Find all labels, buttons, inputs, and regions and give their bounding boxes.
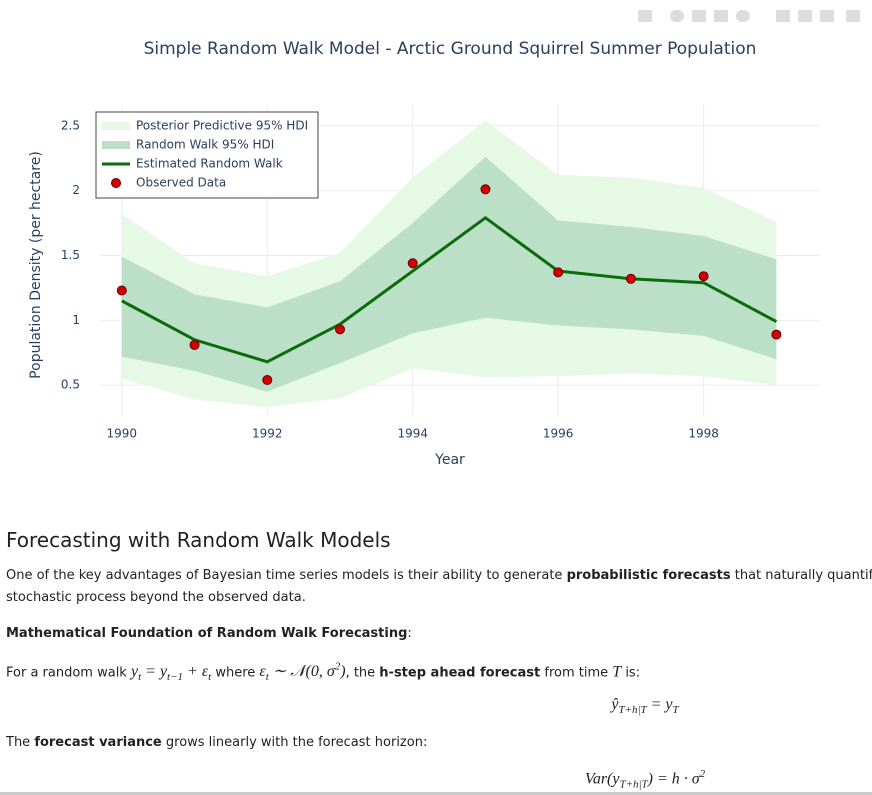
y-tick-label: 1 [72,313,80,327]
math-text: ) [340,663,346,681]
legend-swatch [102,122,130,130]
text: stochastic process beyond the observed d… [6,590,306,605]
text: from time [540,665,613,681]
math-text: y [130,663,139,681]
observed-point [480,184,491,195]
math: T [612,663,621,680]
math-text: = y [646,696,673,713]
math: yt = yt−1 + εt [130,663,211,683]
text: that naturally quantify uncertainty [734,568,872,583]
text: is: [621,665,641,681]
text: : [407,626,412,641]
bold-text: Mathematical Foundation of Random Walk F… [6,626,408,641]
math-text: Var(y [584,770,620,788]
math-text: ∼ 𝒩(0, σ [268,663,335,681]
observed-point [116,285,127,296]
y-tick-label: 2 [72,183,80,197]
legend-label: Observed Data [136,176,226,190]
math-sub: T [672,704,679,717]
bold-text: probabilistic forecasts [566,568,731,583]
legend-label: Estimated Random Walk [136,157,283,171]
text: For a random walk [6,665,131,681]
math-sub: T+h|T [619,778,648,791]
legend-label: Random Walk 95% HDI [136,138,274,152]
estimate-line [121,215,778,364]
x-tick-label: 1998 [688,427,719,441]
text: The [6,735,35,750]
chart-title: Simple Random Walk Model - Arctic Ground… [144,39,757,59]
toolbar[interactable] [638,10,860,22]
chart: Simple Random Walk Model - Arctic Ground… [28,10,860,468]
y-axis-title: Population Density (per hectare) [28,151,44,379]
paragraph: One of the key advantages of Bayesian ti… [6,568,872,583]
y-tick-label: 2.5 [61,118,80,132]
math-sub: t [138,671,142,684]
x-tick-label: 1994 [397,427,428,441]
x-tick-label: 1992 [252,427,283,441]
paragraph: Mathematical Foundation of Random Walk F… [6,626,412,641]
observed-point [698,271,709,282]
math-sub: t [208,671,212,684]
math-text: ŷ [611,696,619,713]
observed-point [771,329,782,340]
math-sub: T+h|T [618,704,647,717]
math-text: ) = h · σ [647,770,700,788]
math-text: + ε [183,663,209,681]
x-axis-title: Year [434,452,465,468]
math-text: = y [141,663,168,681]
math-sub: t−1 [167,671,184,684]
math: εt ∼ 𝒩(0, σ2) [259,661,346,684]
legend: Posterior Predictive 95% HDI Random Walk … [95,111,319,199]
bold-text: forecast variance [34,735,162,750]
legend-box [95,111,319,199]
y-tick-label: 1.5 [61,248,80,262]
equation: Var(yT+h|T) = h · σ2 [0,768,872,791]
x-tick-label: 1996 [543,427,574,441]
x-tick-label: 1990 [107,427,138,441]
text: , the [345,665,380,681]
observed-point [625,273,636,284]
y-tick-label: 0.5 [61,378,80,392]
observed-point [335,324,345,335]
paragraph: The forecast variance grows linearly wit… [6,735,427,750]
math-sup: 2 [334,661,341,673]
text: One of the key advantages of Bayesian ti… [6,568,567,583]
plot-area [100,105,820,415]
text: grows linearly with the forecast horizon… [161,735,428,750]
math-sub: t [265,671,269,684]
equation: ŷT+h|T = yT [0,696,872,716]
legend-swatch [111,178,121,188]
math-text: ε [259,663,266,681]
paragraph: For a random walk yt = yt−1 + εt where ε… [6,661,640,684]
observed-point [553,267,564,278]
heading: Forecasting with Random Walk Models [6,528,391,552]
bold-text: h-step ahead forecast [379,665,541,681]
math-text: T [612,663,622,681]
legend-label: Posterior Predictive 95% HDI [136,119,308,133]
bottom-border [0,792,872,795]
hdi-band [121,156,777,392]
observed-point [407,258,418,269]
text: where [211,665,260,681]
observed-point [189,339,200,350]
observed-point [262,374,273,385]
math-sup: 2 [699,768,706,780]
legend-swatch [102,141,130,149]
